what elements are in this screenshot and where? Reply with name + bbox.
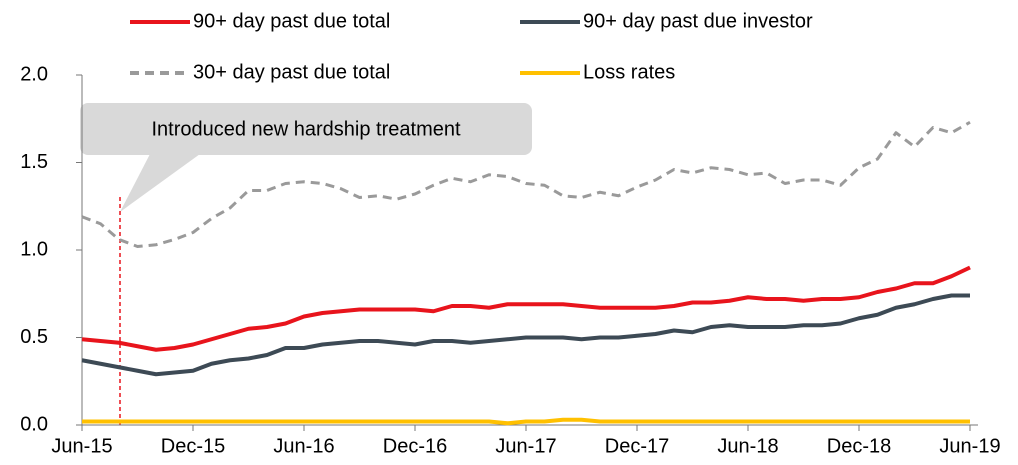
legend-label: 30+ day past due total [193,61,390,83]
legend-label: Loss rates [583,61,675,83]
series-line [81,293,970,377]
annotation: Introduced new hardship treatment [151,118,461,140]
y-tick-label: 2.0 [20,63,48,85]
x-tick-label: Dec-17 [605,435,669,457]
x-tick-label: Dec-15 [161,435,225,457]
series-line [82,417,970,426]
x-tick-label: Jun-18 [717,435,778,457]
y-tick-label: 0.0 [20,413,48,435]
x-tick-label: Jun-19 [939,435,1000,457]
x-tick-label: Jun-17 [495,435,556,457]
annotation-pointer [120,154,200,212]
y-tick-label: 1.5 [20,151,48,173]
x-tick-label: Jun-16 [273,435,334,457]
x-tick-label: Dec-16 [383,435,447,457]
x-tick-label: Jun-15 [51,435,112,457]
annotation-box [80,103,532,155]
y-tick-label: 0.5 [20,326,48,348]
legend-label: 90+ day past due investor [583,10,813,32]
series-line [81,265,971,352]
x-tick-label: Dec-18 [827,435,891,457]
y-tick-label: 1.0 [20,238,48,260]
series-line [81,120,971,248]
legend-label: 90+ day past due total [193,10,390,32]
